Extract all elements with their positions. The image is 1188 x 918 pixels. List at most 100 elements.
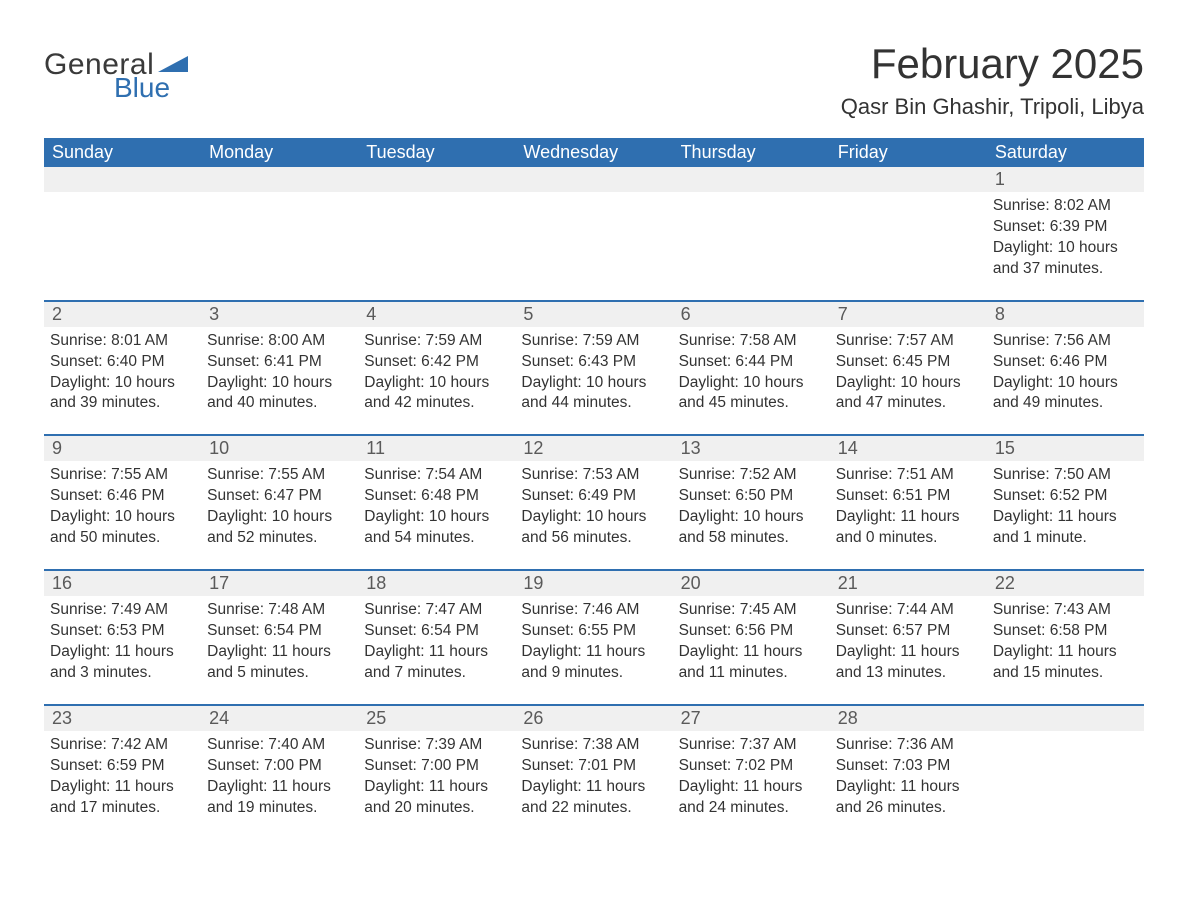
day-info: Sunrise: 7:56 AMSunset: 6:46 PMDaylight:… bbox=[993, 331, 1138, 415]
daylight-text: Daylight: 10 hours and 40 minutes. bbox=[207, 373, 352, 415]
calendar-day bbox=[673, 167, 830, 300]
daylight-text: Daylight: 11 hours and 9 minutes. bbox=[521, 642, 666, 684]
sunrise-text: Sunrise: 7:39 AM bbox=[364, 735, 509, 756]
calendar-day: 3 Sunrise: 8:00 AMSunset: 6:41 PMDaylight… bbox=[201, 302, 358, 435]
day-info: Sunrise: 7:55 AMSunset: 6:46 PMDaylight:… bbox=[50, 465, 195, 549]
day-number: 26 bbox=[523, 708, 543, 728]
sunrise-text: Sunrise: 8:01 AM bbox=[50, 331, 195, 352]
calendar-day: 19 Sunrise: 7:46 AMSunset: 6:55 PMDayligh… bbox=[515, 571, 672, 704]
day-number-row: 16 bbox=[44, 571, 201, 596]
sunrise-text: Sunrise: 7:47 AM bbox=[364, 600, 509, 621]
day-number: 12 bbox=[523, 438, 543, 458]
sunrise-text: Sunrise: 7:58 AM bbox=[679, 331, 824, 352]
day-info: Sunrise: 7:49 AMSunset: 6:53 PMDaylight:… bbox=[50, 600, 195, 684]
day-number-row: 25 bbox=[358, 706, 515, 731]
daylight-text: Daylight: 10 hours and 44 minutes. bbox=[521, 373, 666, 415]
logo: General Blue bbox=[44, 40, 188, 102]
day-number-row: 14 bbox=[830, 436, 987, 461]
sunset-text: Sunset: 7:00 PM bbox=[364, 756, 509, 777]
calendar-week: 23Sunrise: 7:42 AMSunset: 6:59 PMDayligh… bbox=[44, 704, 1144, 839]
daylight-text: Daylight: 11 hours and 19 minutes. bbox=[207, 777, 352, 819]
calendar-day: 1Sunrise: 8:02 AMSunset: 6:39 PMDaylight… bbox=[987, 167, 1144, 300]
dow-monday: Monday bbox=[201, 138, 358, 167]
day-number-row: 21 bbox=[830, 571, 987, 596]
sunrise-text: Sunrise: 7:54 AM bbox=[364, 465, 509, 486]
sunrise-text: Sunrise: 7:50 AM bbox=[993, 465, 1138, 486]
sunset-text: Sunset: 6:54 PM bbox=[207, 621, 352, 642]
day-number: 3 bbox=[209, 304, 219, 324]
calendar-week: 9 Sunrise: 7:55 AMSunset: 6:46 PMDaylight… bbox=[44, 434, 1144, 569]
sunrise-text: Sunrise: 7:37 AM bbox=[679, 735, 824, 756]
daylight-text: Daylight: 10 hours and 39 minutes. bbox=[50, 373, 195, 415]
day-info: Sunrise: 7:57 AMSunset: 6:45 PMDaylight:… bbox=[836, 331, 981, 415]
sunrise-text: Sunrise: 8:00 AM bbox=[207, 331, 352, 352]
sunrise-text: Sunrise: 7:59 AM bbox=[364, 331, 509, 352]
day-number: 17 bbox=[209, 573, 229, 593]
day-number: 23 bbox=[52, 708, 72, 728]
calendar: Sunday Monday Tuesday Wednesday Thursday… bbox=[44, 138, 1144, 838]
dow-sunday: Sunday bbox=[44, 138, 201, 167]
calendar-day bbox=[830, 167, 987, 300]
calendar-day: 6 Sunrise: 7:58 AMSunset: 6:44 PMDaylight… bbox=[673, 302, 830, 435]
daylight-text: Daylight: 10 hours and 49 minutes. bbox=[993, 373, 1138, 415]
day-number: 15 bbox=[995, 438, 1015, 458]
logo-word2: Blue bbox=[114, 74, 188, 102]
daylight-text: Daylight: 10 hours and 58 minutes. bbox=[679, 507, 824, 549]
day-info: Sunrise: 8:01 AMSunset: 6:40 PMDaylight:… bbox=[50, 331, 195, 415]
sunrise-text: Sunrise: 7:40 AM bbox=[207, 735, 352, 756]
calendar-day: 24 Sunrise: 7:40 AMSunset: 7:00 PMDayligh… bbox=[201, 706, 358, 839]
day-number: 18 bbox=[366, 573, 386, 593]
sunset-text: Sunset: 6:46 PM bbox=[50, 486, 195, 507]
daylight-text: Daylight: 10 hours and 37 minutes. bbox=[993, 238, 1138, 280]
calendar-day: 12 Sunrise: 7:53 AMSunset: 6:49 PMDayligh… bbox=[515, 436, 672, 569]
day-info: Sunrise: 7:43 AMSunset: 6:58 PMDaylight:… bbox=[993, 600, 1138, 684]
sunrise-text: Sunrise: 7:36 AM bbox=[836, 735, 981, 756]
day-number: 19 bbox=[523, 573, 543, 593]
calendar-day: 18Sunrise: 7:47 AMSunset: 6:54 PMDayligh… bbox=[358, 571, 515, 704]
day-info: Sunrise: 7:52 AMSunset: 6:50 PMDaylight:… bbox=[679, 465, 824, 549]
day-number: 5 bbox=[523, 304, 533, 324]
sunset-text: Sunset: 6:40 PM bbox=[50, 352, 195, 373]
daylight-text: Daylight: 11 hours and 3 minutes. bbox=[50, 642, 195, 684]
day-info: Sunrise: 8:00 AMSunset: 6:41 PMDaylight:… bbox=[207, 331, 352, 415]
day-info: Sunrise: 7:58 AMSunset: 6:44 PMDaylight:… bbox=[679, 331, 824, 415]
day-number: 13 bbox=[681, 438, 701, 458]
day-number-row bbox=[201, 167, 358, 192]
day-number-row: 9 bbox=[44, 436, 201, 461]
daylight-text: Daylight: 11 hours and 22 minutes. bbox=[521, 777, 666, 819]
calendar-week: 1Sunrise: 8:02 AMSunset: 6:39 PMDaylight… bbox=[44, 167, 1144, 300]
day-number: 16 bbox=[52, 573, 72, 593]
day-number: 1 bbox=[995, 169, 1005, 189]
sunset-text: Sunset: 6:57 PM bbox=[836, 621, 981, 642]
sunrise-text: Sunrise: 8:02 AM bbox=[993, 196, 1138, 217]
daylight-text: Daylight: 10 hours and 56 minutes. bbox=[521, 507, 666, 549]
daylight-text: Daylight: 11 hours and 20 minutes. bbox=[364, 777, 509, 819]
calendar-day bbox=[987, 706, 1144, 839]
day-number-row: 6 bbox=[673, 302, 830, 327]
day-info: Sunrise: 7:44 AMSunset: 6:57 PMDaylight:… bbox=[836, 600, 981, 684]
day-info: Sunrise: 7:55 AMSunset: 6:47 PMDaylight:… bbox=[207, 465, 352, 549]
calendar-day: 27Sunrise: 7:37 AMSunset: 7:02 PMDayligh… bbox=[673, 706, 830, 839]
sunset-text: Sunset: 6:54 PM bbox=[364, 621, 509, 642]
day-info: Sunrise: 7:46 AMSunset: 6:55 PMDaylight:… bbox=[521, 600, 666, 684]
calendar-week: 16 Sunrise: 7:49 AMSunset: 6:53 PMDayligh… bbox=[44, 569, 1144, 704]
day-number: 21 bbox=[838, 573, 858, 593]
day-number-row bbox=[673, 167, 830, 192]
sunrise-text: Sunrise: 7:46 AM bbox=[521, 600, 666, 621]
day-number: 14 bbox=[838, 438, 858, 458]
day-number-row bbox=[44, 167, 201, 192]
day-number: 11 bbox=[366, 438, 385, 458]
calendar-day: 28Sunrise: 7:36 AMSunset: 7:03 PMDayligh… bbox=[830, 706, 987, 839]
day-number-row: 19 bbox=[515, 571, 672, 596]
daylight-text: Daylight: 11 hours and 17 minutes. bbox=[50, 777, 195, 819]
day-info: Sunrise: 7:40 AMSunset: 7:00 PMDaylight:… bbox=[207, 735, 352, 819]
day-info: Sunrise: 7:36 AMSunset: 7:03 PMDaylight:… bbox=[836, 735, 981, 819]
day-info: Sunrise: 7:48 AMSunset: 6:54 PMDaylight:… bbox=[207, 600, 352, 684]
day-number: 6 bbox=[681, 304, 691, 324]
calendar-day: 5Sunrise: 7:59 AMSunset: 6:43 PMDaylight… bbox=[515, 302, 672, 435]
day-info: Sunrise: 7:53 AMSunset: 6:49 PMDaylight:… bbox=[521, 465, 666, 549]
day-number: 9 bbox=[52, 438, 62, 458]
day-number: 24 bbox=[209, 708, 229, 728]
day-number: 20 bbox=[681, 573, 701, 593]
sunrise-text: Sunrise: 7:57 AM bbox=[836, 331, 981, 352]
